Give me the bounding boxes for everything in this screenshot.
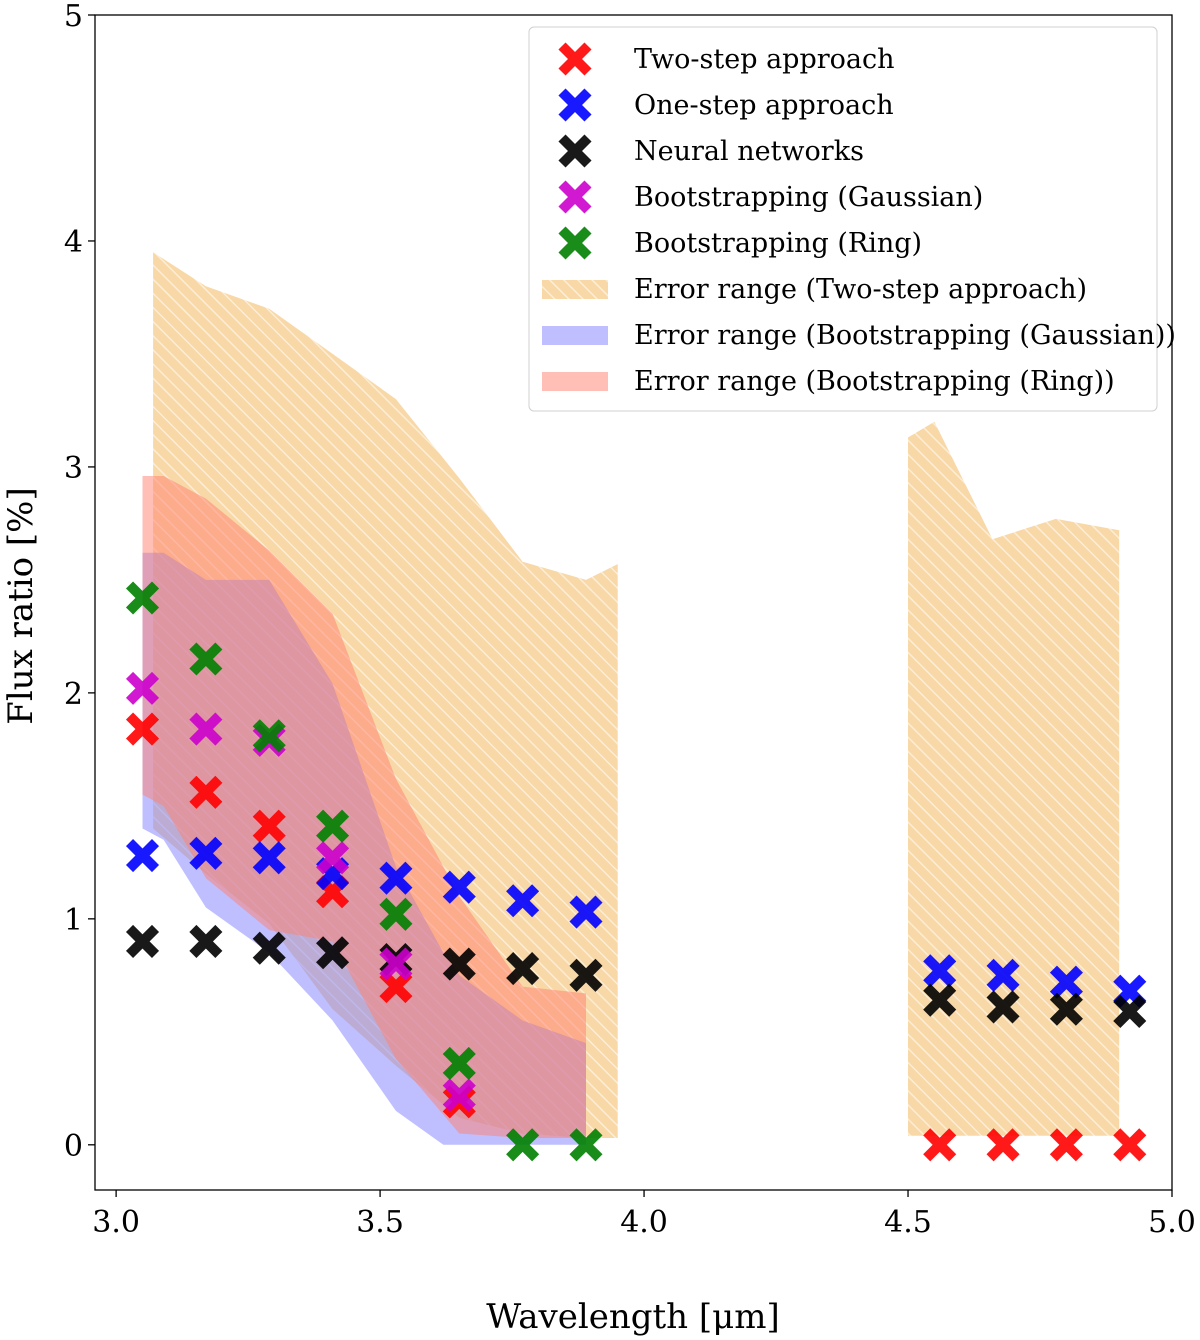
error-band-error-range-bootstrapping-ring-segment-1 [142,476,586,1138]
point-one-step-approach-2 [189,836,223,870]
point-bootstrapping-gaussian-5 [379,947,413,981]
point-neural-networks-11 [1049,992,1083,1026]
y-axis-ticks: 0 1 2 3 4 5 [64,0,95,1164]
legend-label-two-step-approach: Two-step approach [634,44,895,75]
point-bootstrapping-ring-8 [569,1128,603,1162]
point-two-step-approach-9 [1049,1128,1083,1162]
y-tick-label: 3 [64,451,83,486]
y-tick-label: 1 [64,903,83,938]
legend-label-bootstrapping-ring: Bootstrapping (Ring) [634,228,922,259]
point-neural-networks-10 [986,990,1020,1024]
x-tick-label: 3.0 [92,1205,140,1240]
point-neural-networks-2 [189,924,223,958]
legend: Two-step approach One-step approach Neural… [528,26,1176,412]
legend-marker-bootstrapping-gaussian [558,180,592,214]
legend-label-one-step-approach: One-step approach [634,90,894,121]
plot-frame [94,14,1173,1191]
x-tick-label: 3.5 [356,1205,404,1240]
legend-label-bootstrapping-gaussian: Bootstrapping (Gaussian) [634,182,983,213]
legend-label-error-range-bootstrapping-gaussian: Error range (Bootstrapping (Gaussian)) [634,320,1176,351]
y-tick-label: 2 [64,677,83,712]
point-bootstrapping-ring-1 [125,581,160,615]
point-two-step-approach-1 [125,712,160,746]
point-one-step-approach-9 [923,954,957,988]
point-one-step-approach-5 [379,861,413,895]
point-neural-networks-4 [316,936,350,970]
point-two-step-approach-2 [189,775,223,809]
error-band-error-range-two-step-approach-segment-2 [908,421,1120,1136]
point-one-step-approach-10 [986,958,1020,992]
y-axis-label: Flux ratio [%] [1,487,41,725]
x-tick-label: 4.0 [620,1205,668,1240]
point-one-step-approach-7 [506,884,540,918]
point-neural-networks-8 [569,958,603,992]
point-neural-networks-12 [1113,994,1147,1029]
legend-marker-one-step-approach [558,88,592,122]
point-neural-networks-1 [125,924,160,958]
point-one-step-approach-11 [1049,965,1083,999]
point-two-step-approach-8 [986,1128,1020,1162]
x-axis-label: Wavelength [μm] [486,1297,779,1337]
point-one-step-approach-3 [252,841,286,875]
point-neural-networks-6 [442,947,476,981]
legend-swatch-error-range-bootstrapping-ring [542,372,608,391]
point-one-step-approach-6 [442,870,476,904]
error-bands [142,252,1120,1145]
point-bootstrapping-ring-5 [379,897,413,931]
point-bootstrapping-ring-6 [442,1046,476,1080]
x-axis-ticks: 3.0 3.5 4.0 4.5 5.0 [92,1190,1196,1240]
point-two-step-approach-3 [252,809,286,843]
point-bootstrapping-gaussian-6 [442,1078,476,1112]
scatter-points [125,581,1147,1162]
y-tick-label: 4 [64,225,83,260]
legend-label-error-range-two-step-approach: Error range (Two-step approach) [634,274,1087,305]
y-tick-label: 0 [64,1129,83,1164]
legend-marker-bootstrapping-ring [558,226,592,260]
point-bootstrapping-gaussian-2 [189,712,223,746]
point-bootstrapping-ring-7 [506,1128,540,1162]
point-bootstrapping-ring-4 [316,809,350,843]
point-two-step-approach-10 [1113,1128,1147,1162]
legend-swatch-error-range-two-step-approach [542,280,608,299]
legend-marker-two-step-approach [558,42,592,76]
legend-label-neural-networks: Neural networks [634,136,864,167]
y-tick-label: 5 [64,0,83,34]
x-tick-label: 4.5 [884,1205,932,1240]
point-bootstrapping-gaussian-4 [316,841,350,875]
point-one-step-approach-1 [125,839,160,873]
point-neural-networks-3 [252,931,286,965]
point-two-step-approach-7 [923,1128,957,1162]
legend-label-error-range-bootstrapping-ring: Error range (Bootstrapping (Ring)) [634,366,1115,397]
x-tick-label: 5.0 [1148,1205,1196,1240]
point-neural-networks-7 [506,952,540,986]
point-bootstrapping-gaussian-1 [125,671,160,705]
point-bootstrapping-ring-2 [189,642,223,676]
point-bootstrapping-ring-3 [252,719,286,753]
legend-swatch-error-range-bootstrapping-gaussian [542,326,608,345]
point-one-step-approach-8 [569,895,603,929]
legend-box [528,26,1158,412]
legend-marker-neural-networks [558,134,592,168]
point-neural-networks-9 [923,983,957,1017]
